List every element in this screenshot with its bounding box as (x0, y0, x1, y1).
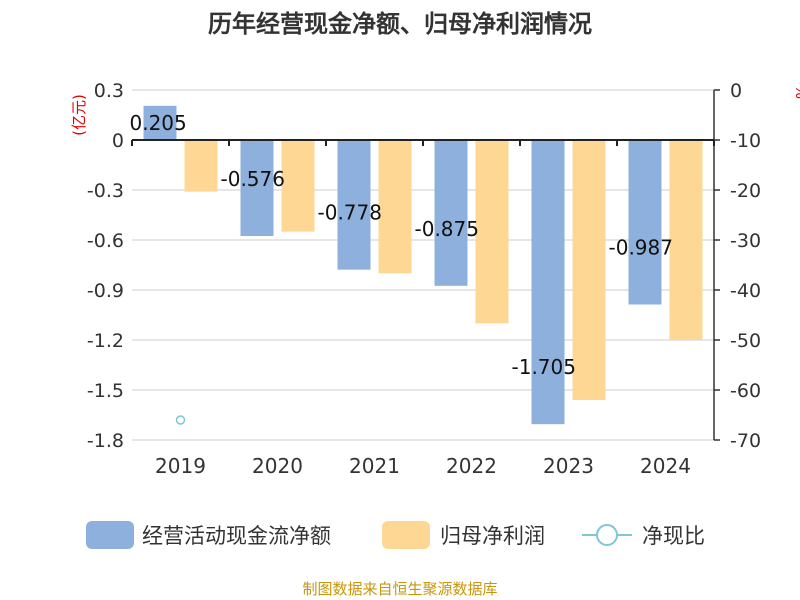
data-labels: 0.205 -0.576 -0.778 -0.875 -1.705 -0.987 (130, 111, 673, 379)
bar-netprofit (184, 140, 218, 192)
bars (143, 105, 703, 425)
data-label-cashflow: -1.705 (512, 355, 576, 379)
legend: 经营活动现金流净额 归母净利润 净现比 (86, 521, 705, 549)
bar-netprofit (281, 140, 315, 232)
right-tick-label: -30 (730, 230, 761, 252)
legend-swatch-netprofit[interactable] (382, 521, 430, 549)
legend-label-cashflow[interactable]: 经营活动现金流净额 (142, 524, 331, 548)
left-tick-label: -1.8 (87, 430, 124, 452)
x-tick-label: 2022 (446, 454, 497, 478)
legend-label-netprofit[interactable]: 归母净利润 (440, 524, 545, 548)
bar-cashflow (240, 140, 274, 236)
x-tick-label: 2023 (543, 454, 594, 478)
right-tick-label: -20 (730, 180, 761, 202)
bar-cashflow (531, 140, 565, 425)
x-tick-label: 2024 (640, 454, 691, 478)
bar-cashflow (337, 140, 371, 270)
x-tick-label: 2019 (155, 454, 206, 478)
left-tick-label: -1.2 (87, 330, 124, 352)
left-tick-label: 0.3 (94, 80, 124, 102)
left-axis-unit: (亿元) (70, 94, 88, 136)
left-tick-label: -0.3 (87, 180, 124, 202)
data-label-cashflow: -0.875 (415, 217, 479, 241)
left-tick-label: -1.5 (87, 380, 124, 402)
bar-cashflow (628, 140, 662, 305)
legend-label-ratio[interactable]: 净现比 (642, 524, 705, 548)
right-tick-label: -60 (730, 380, 761, 402)
right-tick-label: -50 (730, 330, 761, 352)
right-axis-unit: % (792, 85, 800, 99)
x-tick-label: 2020 (252, 454, 303, 478)
axes: 0.3 0 -0.3 -0.6 -0.9 -1.2 -1.5 -1.8 0 -10 -20 -30 -4… (87, 80, 761, 478)
x-tick-label: 2021 (349, 454, 400, 478)
bar-netprofit (378, 140, 412, 274)
bar-netprofit (669, 140, 703, 340)
bar-cashflow (434, 140, 468, 286)
data-label-cashflow: -0.778 (318, 201, 382, 225)
ratio-point (175, 415, 186, 425)
bar-netprofit (475, 140, 509, 324)
right-tick-label: 0 (730, 80, 742, 102)
chart-title: 历年经营现金净额、归母净利润情况 (208, 10, 592, 38)
footer-source: 制图数据来自恒生聚源数据库 (302, 580, 497, 598)
left-tick-label: 0 (112, 130, 124, 152)
right-tick-label: -70 (730, 430, 761, 452)
right-tick-label: -40 (730, 280, 761, 302)
legend-marker-ratio[interactable] (596, 524, 618, 546)
bar-netprofit (572, 140, 606, 400)
left-tick-label: -0.6 (87, 230, 124, 252)
right-tick-label: -10 (730, 130, 761, 152)
data-label-cashflow: -0.987 (609, 236, 673, 260)
line-points (175, 415, 186, 425)
legend-swatch-cashflow[interactable] (86, 521, 134, 549)
data-label-cashflow: -0.576 (221, 167, 285, 191)
bar-cashflow (143, 105, 177, 140)
data-label-cashflow: 0.205 (130, 111, 187, 135)
left-tick-label: -0.9 (87, 280, 124, 302)
